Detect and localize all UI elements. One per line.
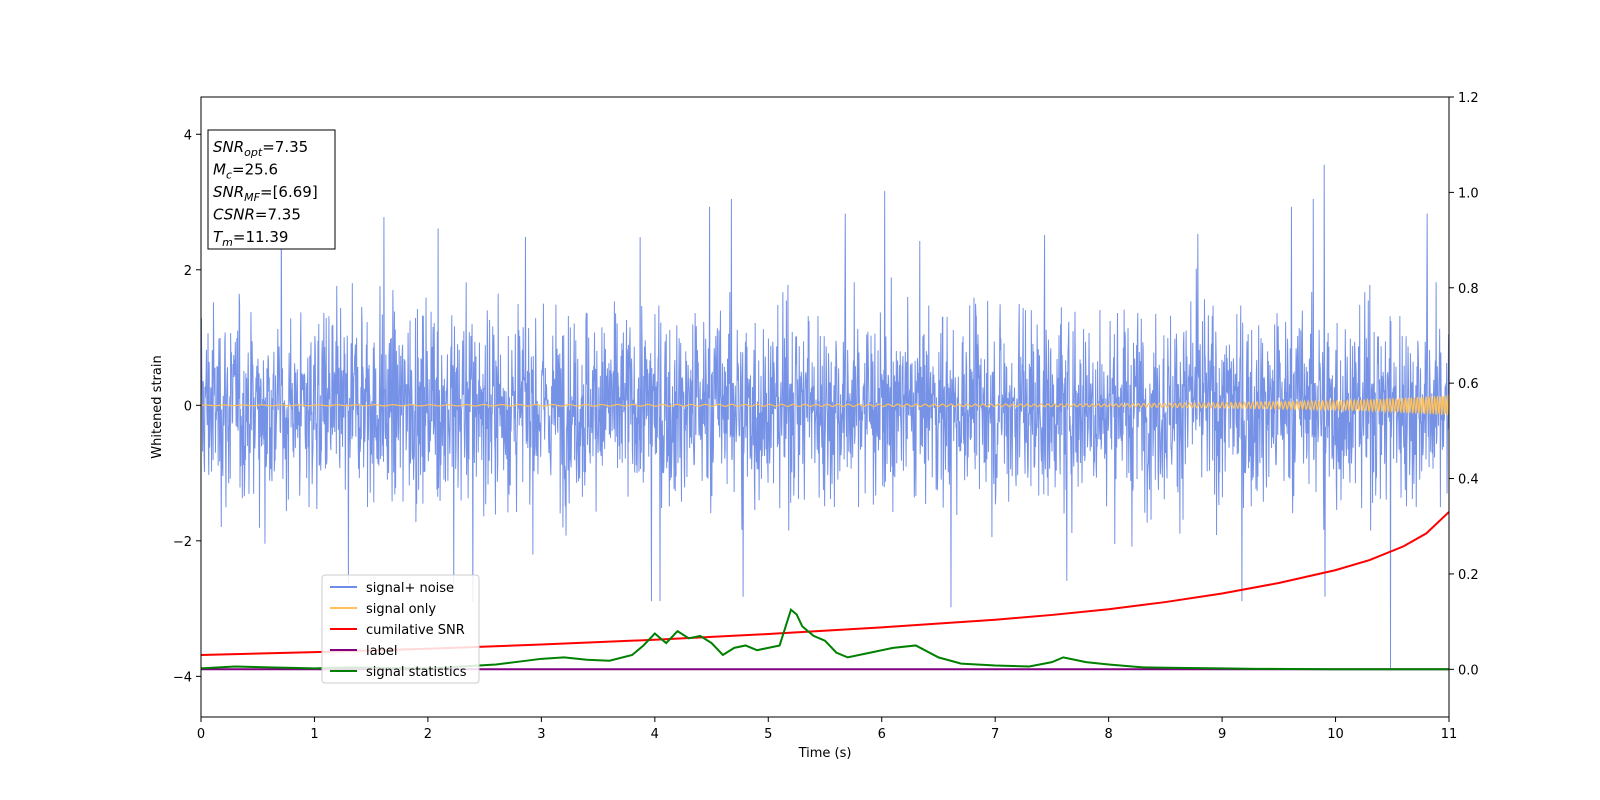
- signal-only-line: [201, 394, 1449, 416]
- legend-frame: [321, 574, 480, 684]
- x-tick-label: 6: [878, 727, 886, 742]
- cumulative-snr-line: [201, 511, 1449, 656]
- y-right-tick-label: 0.6: [1458, 377, 1479, 392]
- y-left-tick-label: −2: [173, 535, 192, 550]
- y-right-tick-label: 0.0: [1458, 663, 1479, 678]
- legend-label: cumilative SNR: [366, 623, 465, 638]
- stats-line: CSNR=7.35: [213, 206, 301, 224]
- legend-label: signal only: [366, 602, 436, 617]
- y-left-tick-label: 4: [184, 128, 192, 143]
- x-tick-label: 0: [197, 727, 205, 742]
- plot-frame: [200, 96, 1450, 718]
- signal-statistics-line: [201, 607, 1449, 671]
- y-axis-right: 1.2 1.0 0.8 0.6 0.4 0.2 0.0: [1449, 91, 1479, 678]
- y-axis-left: 4 2 0 −2 −4: [173, 128, 201, 685]
- x-tick-label: 5: [764, 727, 772, 742]
- x-axis: 0 1 2 3 4 5 6 7 8 9 10 11: [197, 717, 1457, 742]
- legend-label: label: [366, 644, 397, 659]
- legend-label: signal statistics: [366, 665, 467, 680]
- y-left-tick-label: 2: [184, 264, 192, 279]
- x-tick-label: 11: [1441, 727, 1458, 742]
- y-left-tick-label: −4: [173, 670, 192, 685]
- x-tick-label: 1: [310, 727, 318, 742]
- y-right-tick-label: 1.0: [1458, 186, 1479, 201]
- legend-label: signal+ noise: [366, 581, 454, 596]
- x-tick-label: 3: [537, 727, 545, 742]
- stats-line: Mc=25.6: [213, 161, 278, 182]
- x-tick-label: 2: [424, 727, 432, 742]
- x-tick-label: 7: [991, 727, 999, 742]
- y-axis-title: Whitened strain: [150, 355, 165, 458]
- stats-line: Tm=11.39: [213, 228, 288, 249]
- y-right-tick-label: 0.8: [1458, 282, 1479, 297]
- x-tick-label: 10: [1327, 727, 1344, 742]
- y-right-tick-label: 0.4: [1458, 473, 1479, 488]
- signal-noise-line: [201, 164, 1449, 670]
- y-right-tick-label: 0.2: [1458, 568, 1479, 583]
- x-tick-label: 8: [1104, 727, 1112, 742]
- y-left-tick-label: 0: [184, 399, 192, 414]
- legend: signal+ noise signal only cumilative SNR la…: [321, 574, 480, 684]
- x-tick-label: 4: [651, 727, 659, 742]
- stats-line: SNRopt=7.35: [213, 138, 308, 159]
- x-tick-label: 9: [1218, 727, 1226, 742]
- stats-box-frame: [207, 129, 336, 250]
- stats-line: SNRMF=[6.69]: [213, 183, 318, 204]
- x-axis-title: Time (s): [798, 746, 852, 761]
- y-right-tick-label: 1.2: [1458, 91, 1479, 106]
